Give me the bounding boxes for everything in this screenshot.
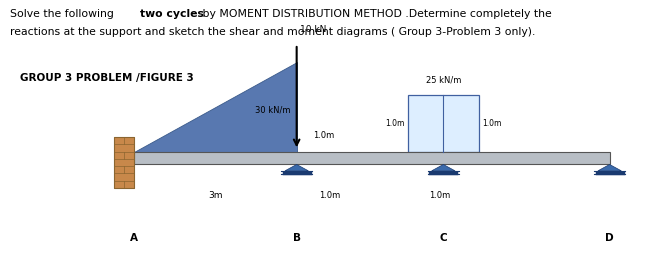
- Text: Solve the following: Solve the following: [10, 9, 113, 19]
- Text: 30 kN/m: 30 kN/m: [255, 106, 290, 114]
- Text: D: D: [605, 233, 614, 243]
- Text: 1.0m: 1.0m: [482, 119, 502, 127]
- Polygon shape: [285, 164, 308, 171]
- Text: 10 kN: 10 kN: [300, 25, 326, 34]
- Text: by MOMENT DISTRIBUTION METHOD .Determine completely the: by MOMENT DISTRIBUTION METHOD .Determine…: [199, 9, 552, 19]
- Text: two cycles: two cycles: [140, 9, 204, 19]
- Text: 25 kN/m: 25 kN/m: [426, 75, 461, 84]
- Text: 1.0m: 1.0m: [319, 191, 341, 200]
- Bar: [134, 152, 610, 164]
- Polygon shape: [598, 164, 621, 171]
- Bar: [408, 95, 479, 152]
- Text: C: C: [439, 233, 447, 243]
- Text: 1.0m: 1.0m: [313, 132, 334, 140]
- Bar: [114, 137, 134, 188]
- Text: 1.0m: 1.0m: [385, 119, 404, 127]
- Text: reactions at the support and sketch the shear and moment diagrams ( Group 3-Prob: reactions at the support and sketch the …: [10, 27, 535, 37]
- Polygon shape: [432, 164, 455, 171]
- Polygon shape: [134, 62, 297, 152]
- Text: GROUP 3 PROBLEM /FIGURE 3: GROUP 3 PROBLEM /FIGURE 3: [20, 73, 193, 83]
- Text: B: B: [293, 233, 301, 243]
- Text: 1.0m: 1.0m: [430, 191, 451, 200]
- Text: A: A: [130, 233, 138, 243]
- Text: 3m: 3m: [208, 191, 222, 200]
